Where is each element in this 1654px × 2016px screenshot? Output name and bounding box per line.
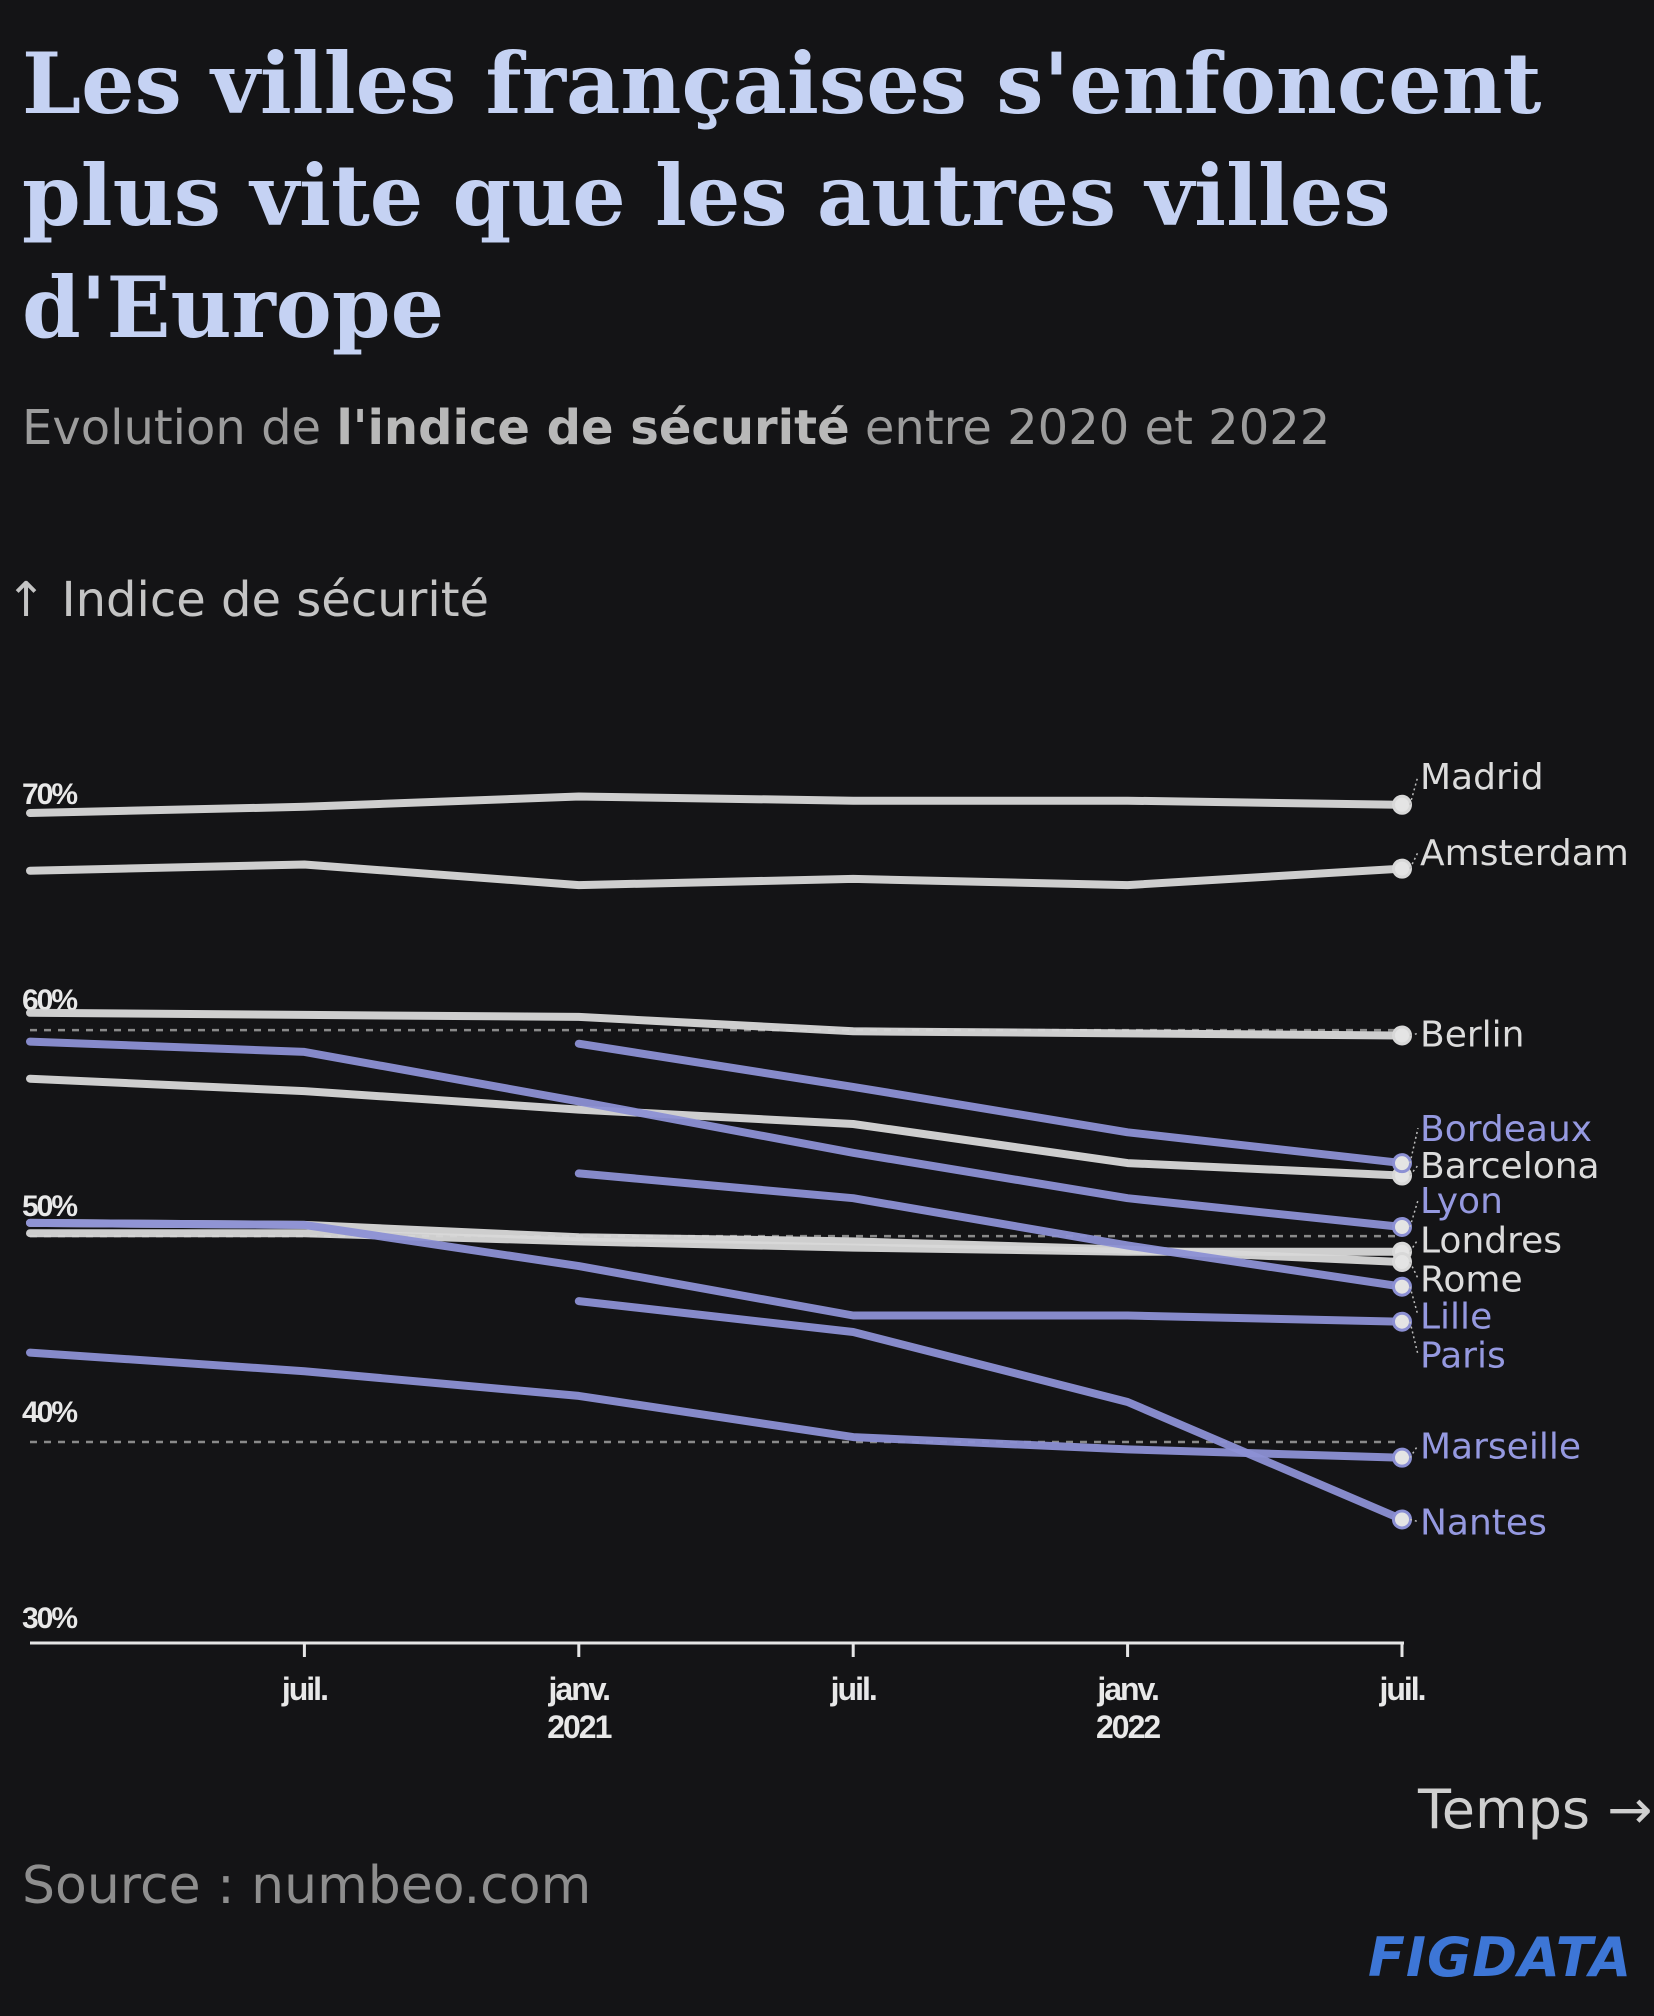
subtitle-emphasis: l'indice de sécurité bbox=[336, 400, 850, 456]
y-tick-label: 50% bbox=[22, 1190, 77, 1223]
x-tick-label: juil. bbox=[830, 1671, 876, 1707]
x-tick-label: juil. bbox=[1378, 1671, 1424, 1707]
series-line-nantes bbox=[574, 1297, 1406, 1524]
series-line-amsterdam bbox=[26, 860, 1406, 890]
figdata-logo: FIGDATA bbox=[1368, 1926, 1633, 1989]
label-leader-bordeaux bbox=[1409, 1127, 1419, 1164]
series-label-marseille: Marseille bbox=[1420, 1426, 1581, 1467]
subtitle-suffix: entre 2020 et 2022 bbox=[849, 400, 1331, 456]
series-end-point-nantes bbox=[1392, 1509, 1412, 1530]
series-label-lyon: Lyon bbox=[1420, 1181, 1503, 1222]
series-line-madrid bbox=[26, 792, 1406, 817]
chart-subtitle: Evolution de l'indice de sécurité entre … bbox=[22, 400, 1330, 456]
series-end-point-amsterdam bbox=[1392, 858, 1412, 879]
x-tick-label: 2022 bbox=[1096, 1709, 1160, 1745]
x-tick-label: juil. bbox=[281, 1671, 327, 1707]
y-axis-title: ↑ Indice de sécurité bbox=[6, 572, 490, 628]
label-leader-lyon bbox=[1409, 1199, 1419, 1228]
label-leader-berlin bbox=[1409, 1032, 1419, 1037]
label-leader-madrid bbox=[1409, 775, 1419, 805]
series-end-point-marseille bbox=[1392, 1447, 1412, 1468]
series-label-lille: Lille bbox=[1420, 1297, 1492, 1338]
series-line-lille bbox=[574, 1169, 1406, 1291]
series-end-point-madrid bbox=[1392, 794, 1412, 815]
y-tick-label: 70% bbox=[22, 778, 77, 811]
y-tick-labels: 70%60%50%40%30% bbox=[22, 778, 79, 1635]
series-line-barcelona bbox=[26, 1074, 1406, 1180]
series-label-madrid: Madrid bbox=[1420, 757, 1544, 798]
series-labels: Madrid Amsterdam Berlin Barcelona LondresRom… bbox=[1409, 757, 1629, 1544]
label-leader-nantes bbox=[1409, 1518, 1419, 1523]
series-line-berlin bbox=[26, 1008, 1406, 1040]
label-leader-rome bbox=[1409, 1261, 1419, 1279]
label-leader-amsterdam bbox=[1409, 851, 1419, 869]
x-tick-label: 2021 bbox=[547, 1709, 611, 1745]
series-label-barcelona: Barcelona bbox=[1420, 1146, 1600, 1187]
source-note: Source : numbeo.com bbox=[22, 1856, 592, 1916]
series-label-paris: Paris bbox=[1420, 1336, 1506, 1377]
series-label-nantes: Nantes bbox=[1420, 1503, 1547, 1544]
x-axis-title: Temps → bbox=[1418, 1778, 1653, 1841]
series-end-point-berlin bbox=[1392, 1025, 1412, 1046]
series-lines bbox=[26, 792, 1412, 1530]
series-end-point-bordeaux bbox=[1392, 1153, 1412, 1174]
series-label-rome: Rome bbox=[1420, 1259, 1523, 1300]
y-tick-label: 40% bbox=[22, 1396, 77, 1429]
series-line-lyon bbox=[26, 1037, 1406, 1231]
chart-title: Les villes françaises s'enfoncent plus v… bbox=[22, 34, 1542, 357]
x-tick-label: janv. bbox=[1096, 1671, 1158, 1707]
series-end-point-lille bbox=[1392, 1276, 1412, 1297]
series-end-point-lyon bbox=[1392, 1216, 1412, 1237]
subtitle-prefix: Evolution de bbox=[22, 400, 337, 456]
series-label-berlin: Berlin bbox=[1420, 1014, 1524, 1055]
label-leader-lille bbox=[1409, 1286, 1419, 1316]
series-line-bordeaux bbox=[574, 1039, 1406, 1168]
series-line-paris bbox=[26, 1218, 1406, 1326]
x-tick-label: janv. bbox=[548, 1671, 610, 1707]
series-label-amsterdam: Amsterdam bbox=[1420, 833, 1629, 874]
label-leader-paris bbox=[1409, 1321, 1419, 1355]
series-line-marseille bbox=[26, 1348, 1406, 1462]
series-label-bordeaux: Bordeaux bbox=[1420, 1109, 1592, 1150]
label-leader-barcelona bbox=[1409, 1164, 1419, 1176]
series-label-londres: Londres bbox=[1420, 1220, 1562, 1261]
series-end-point-rome bbox=[1392, 1252, 1412, 1272]
y-tick-label: 30% bbox=[22, 1602, 77, 1635]
series-end-point-paris bbox=[1392, 1311, 1412, 1332]
